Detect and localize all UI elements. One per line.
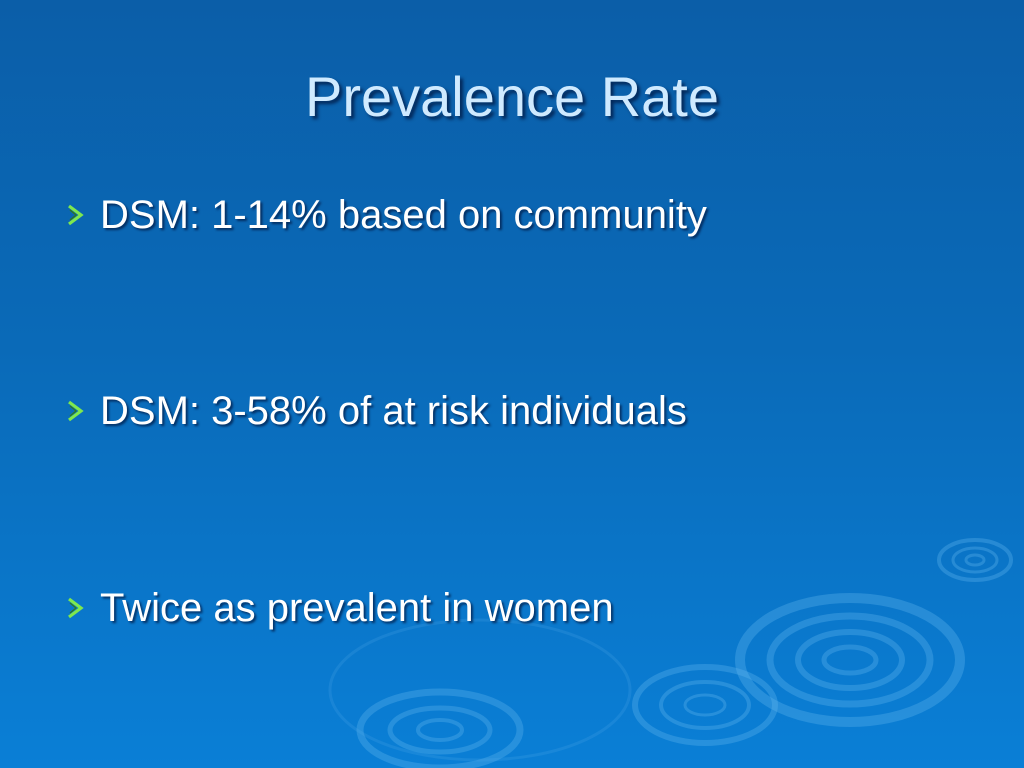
bullet-text: Twice as prevalent in women xyxy=(100,585,614,630)
slide-title: Prevalence Rate xyxy=(304,65,719,128)
bullet-item: DSM: 1-14% based on community xyxy=(62,190,707,240)
bullet-item: Twice as prevalent in women xyxy=(62,583,614,633)
bullet-item: DSM: 3-58% of at risk individuals xyxy=(62,386,687,436)
chevron-right-icon xyxy=(68,204,84,226)
bullet-text: DSM: 3-58% of at risk individuals xyxy=(100,388,687,433)
chevron-right-icon xyxy=(68,400,84,422)
chevron-right-icon xyxy=(68,597,84,619)
bullet-text: DSM: 1-14% based on community xyxy=(100,192,707,237)
